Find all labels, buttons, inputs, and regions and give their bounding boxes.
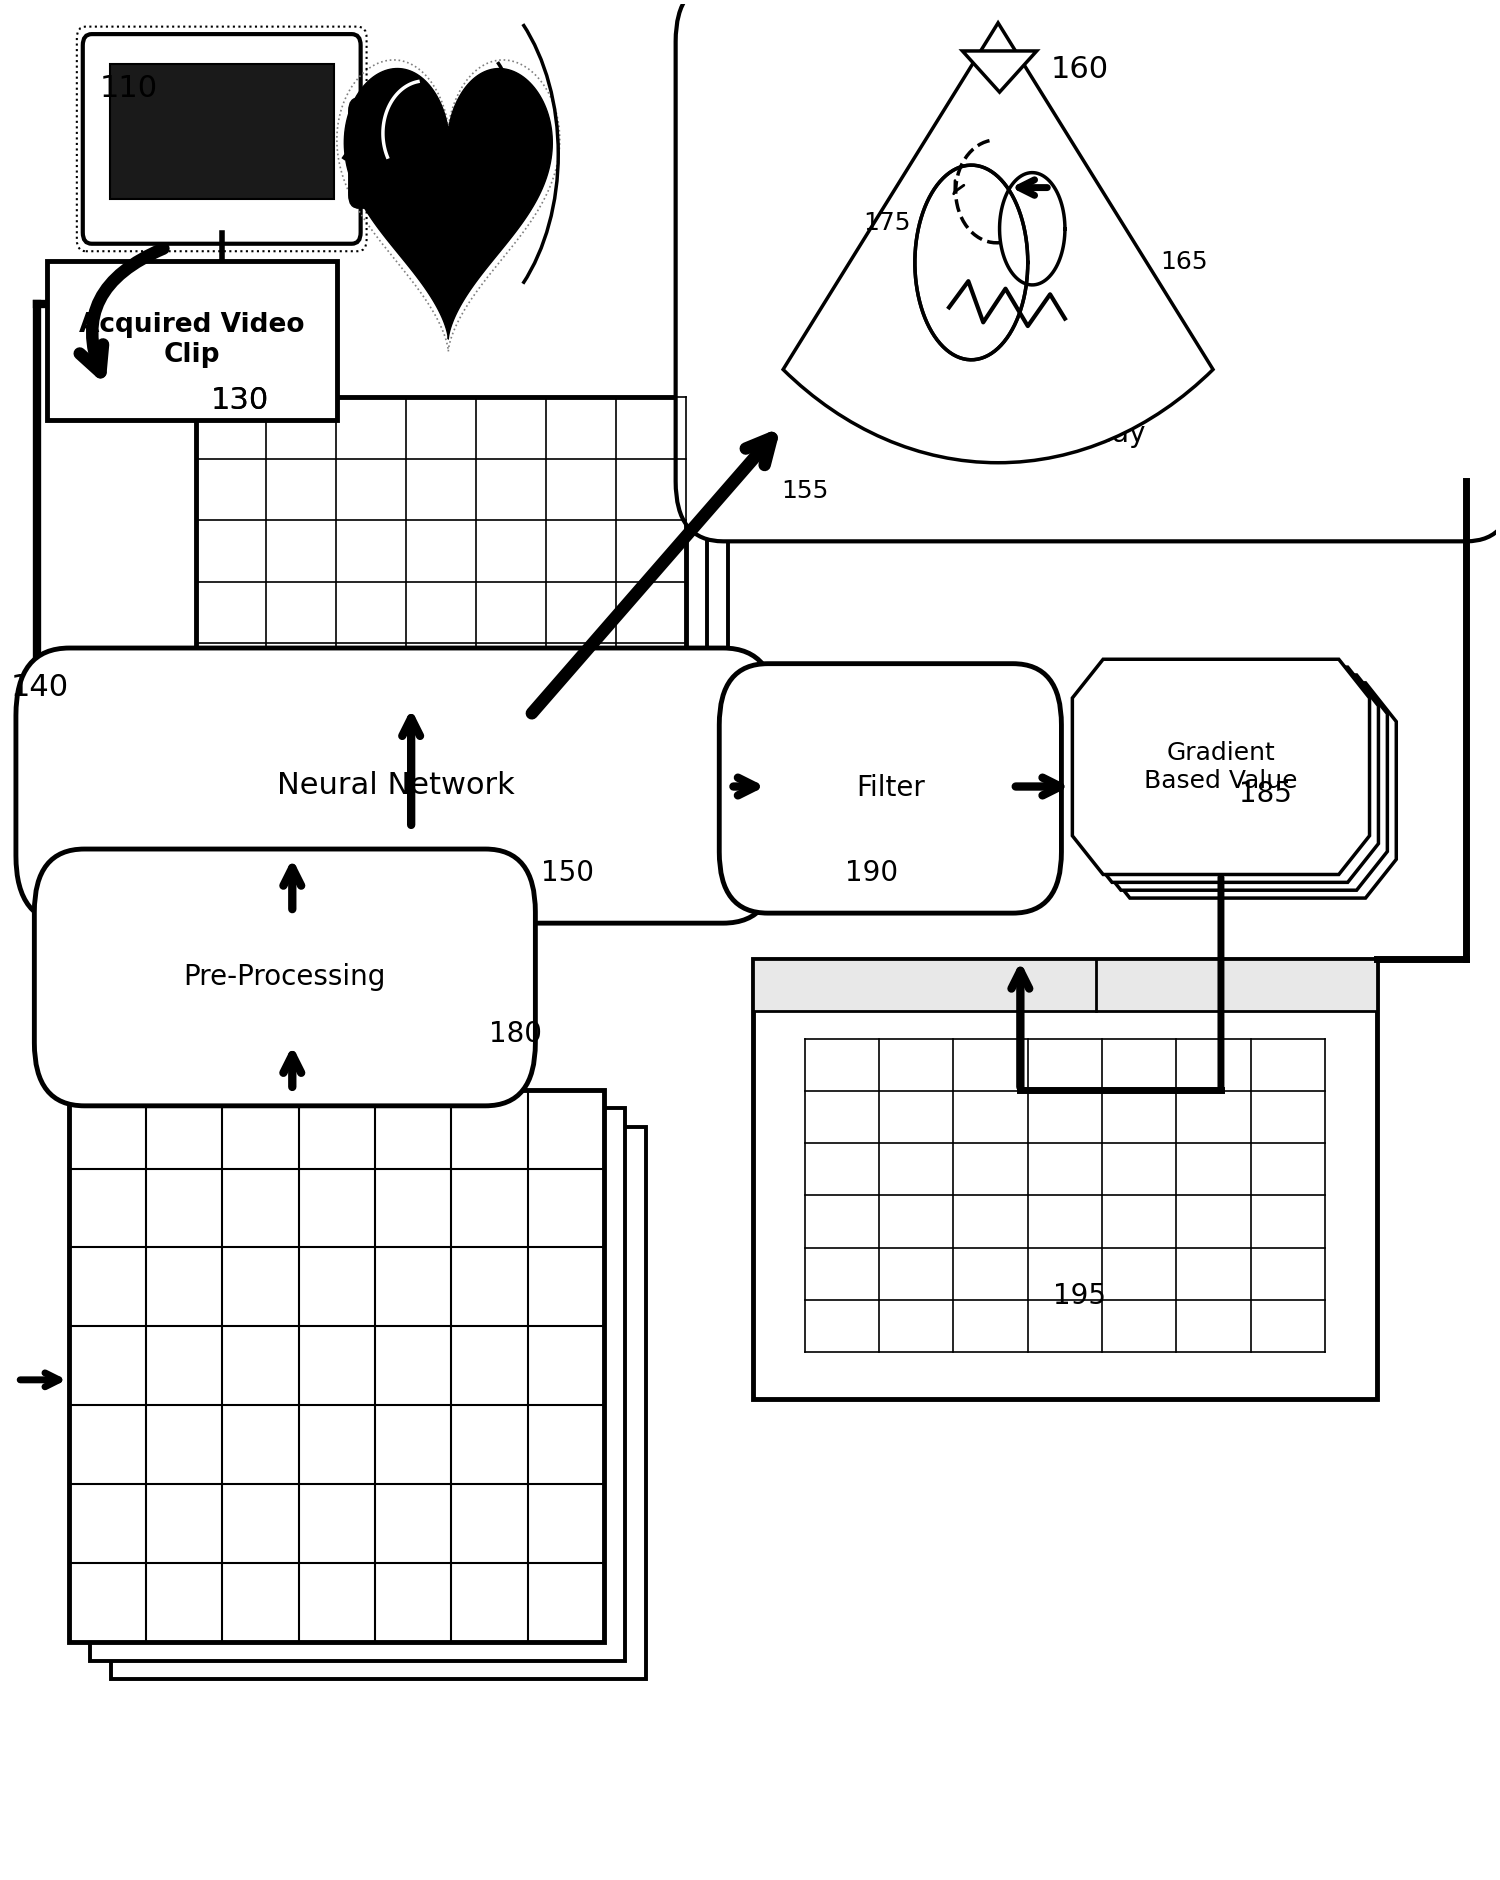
Wedge shape [783, 23, 1214, 462]
Bar [216, 415, 706, 846]
Text: 165: 165 [1160, 250, 1208, 274]
Circle shape [234, 205, 249, 224]
Text: 130: 130 [211, 387, 270, 415]
Text: Display: Display [1044, 419, 1146, 447]
Text: Pre-Processing: Pre-Processing [183, 963, 386, 991]
FancyBboxPatch shape [82, 34, 360, 244]
Text: 180: 180 [489, 1019, 542, 1047]
Polygon shape [915, 165, 1028, 359]
FancyBboxPatch shape [34, 850, 536, 1105]
Bar [111, 1128, 646, 1679]
FancyBboxPatch shape [720, 664, 1062, 914]
Text: Neural Network: Neural Network [278, 771, 514, 801]
Bar [237, 434, 728, 865]
Text: 130: 130 [211, 387, 270, 415]
Text: 150: 150 [540, 859, 594, 887]
Bar [46, 261, 338, 419]
Polygon shape [1100, 682, 1396, 899]
Text: 160: 160 [1050, 55, 1108, 85]
Polygon shape [1072, 660, 1370, 874]
FancyBboxPatch shape [675, 0, 1500, 541]
Text: 195: 195 [1053, 1282, 1107, 1310]
Polygon shape [963, 51, 1036, 92]
Bar [195, 397, 686, 827]
Text: Gradient
Based Value: Gradient Based Value [1144, 741, 1298, 793]
Text: Acquired Video
Clip: Acquired Video Clip [80, 312, 304, 368]
Text: 190: 190 [844, 859, 898, 887]
Bar [753, 959, 1377, 1011]
Text: 155: 155 [782, 479, 828, 502]
Text: 140: 140 [10, 673, 69, 701]
Text: 175: 175 [862, 211, 910, 235]
Bar [90, 1109, 626, 1660]
Bar [753, 959, 1377, 1399]
Circle shape [195, 205, 210, 224]
Bar [806, 1040, 1324, 1352]
Polygon shape [1090, 675, 1388, 891]
Text: 110: 110 [100, 73, 158, 103]
Circle shape [214, 205, 230, 224]
FancyBboxPatch shape [16, 649, 777, 923]
Text: 185: 185 [1239, 780, 1292, 808]
Polygon shape [1082, 667, 1378, 882]
Polygon shape [345, 68, 552, 338]
Bar [69, 1090, 605, 1641]
Text: 120: 120 [456, 120, 514, 150]
Text: Filter: Filter [856, 775, 926, 803]
Bar [110, 64, 334, 199]
FancyBboxPatch shape [350, 98, 406, 209]
